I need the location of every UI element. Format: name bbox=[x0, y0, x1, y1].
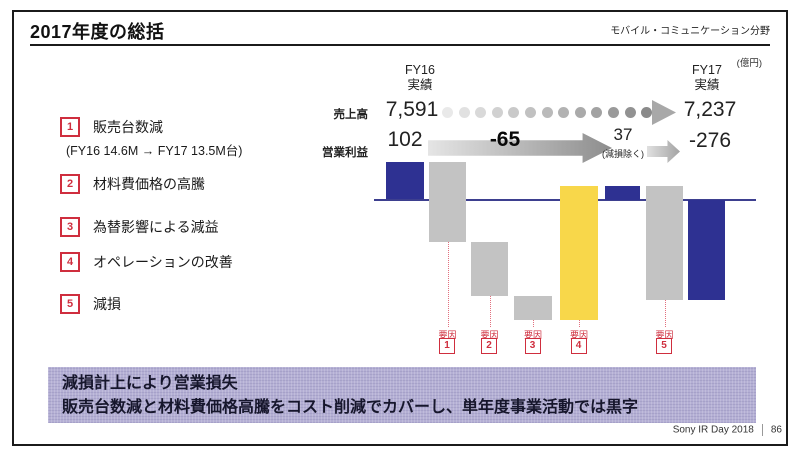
sales-trend-dot bbox=[591, 107, 603, 118]
factor-tag-label-3: 要因 bbox=[523, 330, 542, 340]
segment-label: モバイル・コミュニケーション分野 bbox=[610, 26, 770, 37]
factor-connector-4 bbox=[579, 319, 580, 327]
sales-trend-dot bbox=[608, 107, 619, 118]
column-header-fy16: FY16 実績 bbox=[405, 63, 435, 92]
sales-trend-dot bbox=[541, 107, 553, 118]
footer: Sony IR Day 2018 86 bbox=[520, 424, 782, 436]
bar-factor-5-impairment bbox=[646, 186, 683, 301]
row-label-operating-income: 営業利益 bbox=[322, 147, 368, 159]
sales-trend-dot bbox=[442, 107, 453, 118]
sales-trend-dot bbox=[525, 107, 536, 118]
bar-fy17-oi-excl-impairment bbox=[605, 186, 640, 200]
factor-tag-number-3: 3 bbox=[524, 338, 541, 354]
oi-excl-impairment-value: 37 bbox=[613, 125, 633, 144]
factor-connector-3 bbox=[533, 319, 534, 327]
factor-tag-number-1: 1 bbox=[439, 338, 455, 354]
sales-trend-dot bbox=[641, 107, 653, 118]
sales-trend-dot bbox=[508, 107, 520, 118]
bar-fy16-operating-income bbox=[386, 162, 424, 200]
factor-tag-label-5: 要因 bbox=[655, 330, 674, 340]
factor-connector-1 bbox=[447, 241, 449, 327]
factor-item-label-5: 減損 bbox=[93, 296, 121, 312]
row-label-revenue: 売上高 bbox=[333, 109, 369, 121]
factor-item-number-3: 3 bbox=[60, 217, 80, 237]
summary-line-2: 販売台数減と材料費価格高騰をコスト削減でカバーし、単年度事業活動では黒字 bbox=[62, 399, 639, 416]
footer-event: Sony IR Day 2018 bbox=[672, 424, 754, 436]
factor-tag-number-5: 5 bbox=[656, 338, 672, 354]
factor-item-number-2: 2 bbox=[60, 174, 80, 194]
factor-item-number-1: 1 bbox=[60, 117, 80, 137]
factor-connector-2 bbox=[489, 296, 491, 327]
factor-connector-5 bbox=[664, 300, 666, 327]
factor-tag-number-4: 4 bbox=[570, 338, 587, 354]
oi-fy16-value: 102 bbox=[387, 128, 423, 151]
footer-divider bbox=[761, 424, 763, 436]
sales-trend-dot bbox=[458, 107, 470, 118]
factor-item-sub-1: (FY16 14.6M → FY17 13.5M台) bbox=[66, 144, 243, 158]
bar-fy17-operating-income bbox=[688, 199, 725, 301]
factor-item-label-1: 販売台数減 bbox=[93, 119, 163, 135]
oi-excl-impairment-note: (減損除く) bbox=[602, 149, 644, 159]
footer-page-number: 86 bbox=[770, 424, 782, 436]
factor-tag-label-2: 要因 bbox=[480, 330, 499, 340]
bar-factor-2-material-cost-rise bbox=[471, 241, 508, 297]
factor-tag-label-1: 要因 bbox=[438, 330, 457, 340]
bar-factor-4-operations-improvement bbox=[560, 186, 598, 320]
summary-line-1: 減損計上により営業損失 bbox=[62, 375, 238, 392]
page-title: 2017年度の総括 bbox=[30, 22, 165, 42]
column-header-fy17: FY17 実績 bbox=[692, 63, 722, 92]
revenue-fy16-value: 7,591 bbox=[385, 98, 439, 121]
factor-item-number-5: 5 bbox=[60, 294, 80, 314]
revenue-fy17-value: 7,237 bbox=[683, 98, 737, 121]
sales-trend-dot bbox=[624, 107, 636, 118]
oi-delta-value: -65 bbox=[489, 128, 521, 151]
sales-trend-dot bbox=[491, 107, 503, 118]
title-underline bbox=[30, 44, 770, 46]
factor-tag-number-2: 2 bbox=[481, 338, 497, 354]
factor-item-label-3: 為替影響による減益 bbox=[93, 219, 219, 235]
bar-factor-1-unit-sales-decline bbox=[429, 162, 466, 242]
summary-box: 減損計上により営業損失 販売台数減と材料費価格高騰をコスト削減でカバーし、単年度… bbox=[48, 367, 756, 423]
oi-fy17-value: -276 bbox=[688, 129, 732, 152]
factor-item-label-4: オペレーションの改善 bbox=[93, 254, 233, 270]
factor-tag-label-4: 要因 bbox=[569, 330, 588, 340]
factor-item-label-2: 材料費価格の高騰 bbox=[93, 176, 205, 192]
sales-trend-dot bbox=[475, 107, 487, 118]
unit-label: (億円) bbox=[736, 58, 762, 69]
sales-trend-dot bbox=[574, 107, 586, 118]
bar-factor-3-forex-impact bbox=[514, 296, 552, 320]
sales-trend-dot bbox=[558, 107, 570, 118]
factor-item-number-4: 4 bbox=[60, 252, 80, 272]
